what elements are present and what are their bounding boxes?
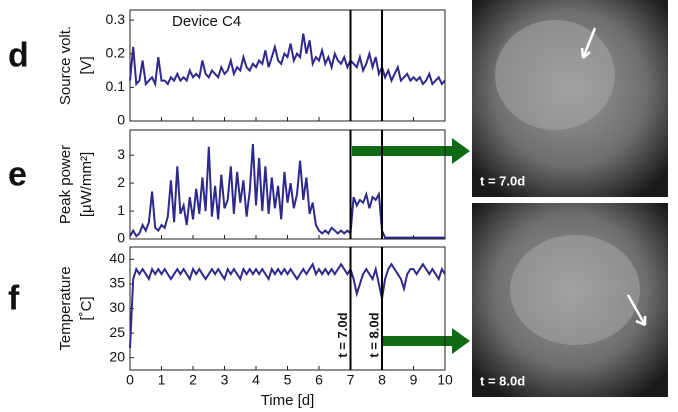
x-tick-label: 5 [284,372,292,388]
y-axis-label: [˚C] [78,296,95,320]
y-tick-label: 25 [109,324,125,340]
x-tick-label: 2 [189,372,197,388]
y-tick-label: 0.3 [106,11,126,27]
plot-frame [129,246,446,371]
y-tick-label: 0 [117,112,125,128]
marker-label: t = 7.0d [335,312,350,357]
x-tick-label: 1 [158,372,166,388]
xray-image [472,0,668,197]
xray-image [472,203,668,397]
y-axis-label: [μW/mm²] [78,152,95,217]
x-tick-label: 4 [252,372,260,388]
x-tick-label: 10 [437,372,453,388]
y-axis-label: [V] [78,56,95,74]
y-tick-label: 2 [117,174,125,190]
data-line [129,33,446,88]
y-tick-label: 40 [109,250,125,266]
y-axis-label: Peak power [57,145,74,224]
x-tick-label: 8 [378,372,386,388]
x-tick-label: 6 [315,372,323,388]
panel-label: f [8,279,20,317]
chart-title: Device C4 [172,13,241,30]
marker-label: t = 8.0d [366,312,381,357]
y-tick-label: 1 [117,202,125,218]
y-tick-label: 0.1 [106,78,126,94]
y-tick-label: 30 [109,299,125,315]
x-axis-label: Time [d] [261,392,315,409]
x-tick-label: 9 [410,372,418,388]
y-tick-label: 0.2 [106,44,126,60]
panel-label: d [8,36,29,74]
data-line [129,143,445,239]
data-line [129,261,446,348]
image-caption: t = 8.0d [480,373,525,388]
y-tick-label: 20 [109,348,125,364]
x-tick-label: 3 [221,372,229,388]
image-caption: t = 7.0d [480,173,525,188]
y-tick-label: 35 [109,275,125,291]
arrow [382,328,470,354]
x-tick-label: 7 [347,372,355,388]
y-tick-label: 3 [117,146,125,162]
y-axis-label: Temperature [57,266,74,350]
y-axis-label: Source volt. [57,26,74,105]
arrow [352,138,470,164]
panel-label: e [8,155,27,193]
x-tick-label: 0 [126,372,134,388]
y-tick-label: 0 [117,230,125,246]
